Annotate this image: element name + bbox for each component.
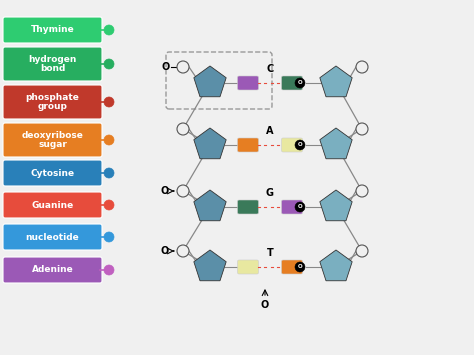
Text: O: O: [161, 186, 169, 196]
FancyBboxPatch shape: [3, 123, 102, 157]
Circle shape: [295, 140, 305, 150]
Text: A: A: [266, 126, 274, 137]
FancyBboxPatch shape: [282, 200, 302, 214]
Circle shape: [177, 123, 189, 135]
Circle shape: [104, 97, 114, 107]
Circle shape: [104, 200, 114, 210]
FancyBboxPatch shape: [237, 200, 258, 214]
Polygon shape: [194, 250, 226, 281]
Text: Thymine: Thymine: [31, 26, 74, 34]
Text: Guanine: Guanine: [31, 201, 73, 209]
FancyBboxPatch shape: [282, 76, 302, 90]
FancyBboxPatch shape: [3, 192, 102, 218]
Circle shape: [177, 185, 189, 197]
Text: T: T: [266, 248, 273, 258]
Text: O: O: [162, 62, 170, 72]
FancyBboxPatch shape: [3, 47, 102, 81]
FancyBboxPatch shape: [282, 138, 302, 152]
Circle shape: [104, 59, 114, 69]
Text: Adenine: Adenine: [32, 266, 73, 274]
Text: hydrogen
bond: hydrogen bond: [28, 55, 77, 73]
FancyBboxPatch shape: [3, 257, 102, 283]
Text: deoxyribose
sugar: deoxyribose sugar: [21, 131, 83, 149]
Text: O: O: [298, 142, 302, 147]
FancyBboxPatch shape: [3, 224, 102, 250]
FancyBboxPatch shape: [3, 85, 102, 119]
FancyBboxPatch shape: [237, 260, 258, 274]
Circle shape: [104, 168, 114, 178]
Circle shape: [295, 78, 305, 88]
Polygon shape: [320, 66, 352, 97]
Circle shape: [104, 135, 114, 145]
Text: C: C: [266, 65, 273, 75]
Polygon shape: [320, 190, 352, 221]
Circle shape: [356, 123, 368, 135]
Polygon shape: [194, 66, 226, 97]
Text: O: O: [261, 300, 269, 310]
Circle shape: [295, 262, 305, 272]
Circle shape: [295, 202, 305, 212]
Text: Cytosine: Cytosine: [30, 169, 74, 178]
Polygon shape: [320, 250, 352, 281]
Text: G: G: [266, 189, 274, 198]
Text: O: O: [298, 204, 302, 209]
Circle shape: [356, 61, 368, 73]
Circle shape: [177, 61, 189, 73]
Circle shape: [104, 232, 114, 242]
Circle shape: [177, 245, 189, 257]
Text: phosphate
group: phosphate group: [26, 93, 80, 111]
Polygon shape: [194, 190, 226, 221]
Circle shape: [356, 185, 368, 197]
Text: O: O: [298, 81, 302, 86]
Circle shape: [356, 245, 368, 257]
Text: O: O: [298, 264, 302, 269]
Polygon shape: [194, 128, 226, 159]
FancyBboxPatch shape: [282, 260, 302, 274]
Text: O: O: [161, 246, 169, 256]
FancyBboxPatch shape: [237, 138, 258, 152]
FancyBboxPatch shape: [3, 160, 102, 186]
Circle shape: [104, 265, 114, 275]
Circle shape: [104, 25, 114, 35]
FancyBboxPatch shape: [237, 76, 258, 90]
Text: nucleotide: nucleotide: [26, 233, 79, 241]
FancyBboxPatch shape: [3, 17, 102, 43]
Polygon shape: [320, 128, 352, 159]
